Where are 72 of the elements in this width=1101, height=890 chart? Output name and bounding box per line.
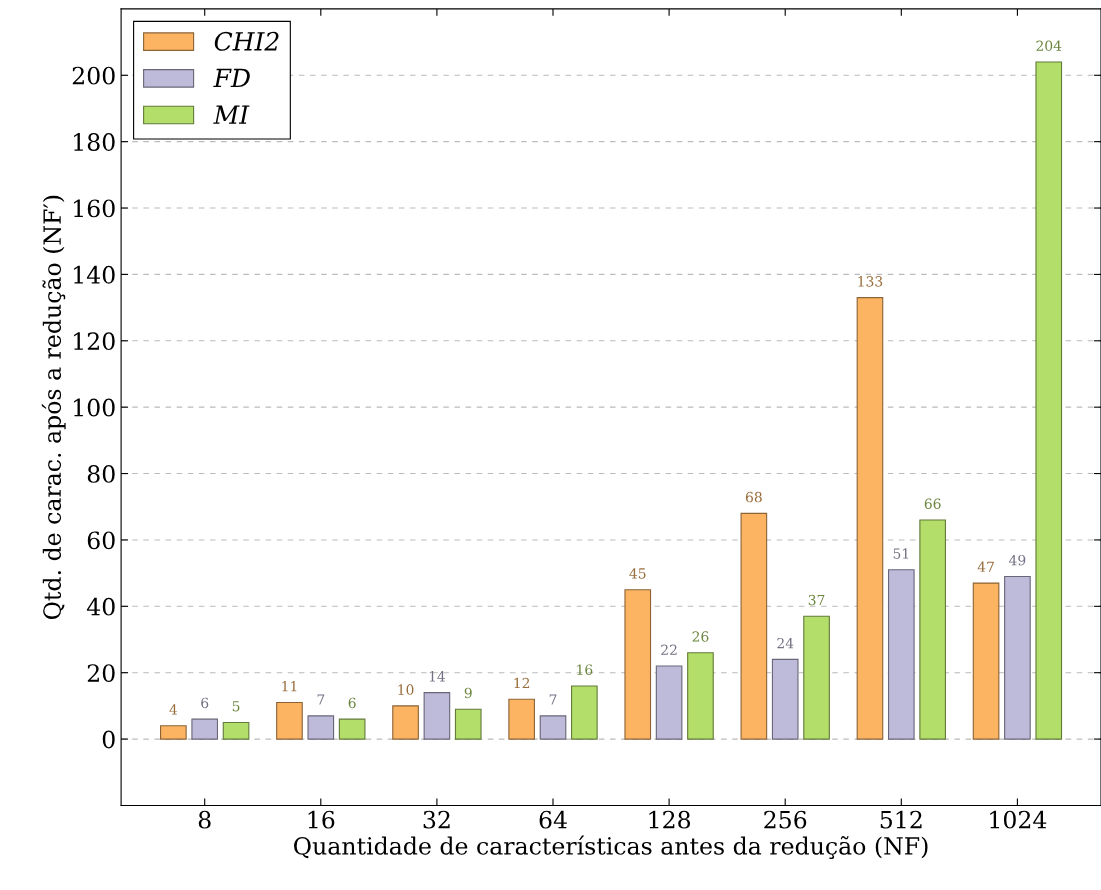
- data-label: 14: [429, 671, 446, 682]
- data-label: 12: [514, 677, 530, 689]
- bar: [1004, 575, 1031, 740]
- bar: [856, 297, 884, 740]
- bar: [972, 582, 1000, 740]
- bar: [655, 665, 683, 740]
- data-label: 16: [577, 664, 593, 675]
- y-tick-label: 120: [74, 332, 115, 351]
- bar: [191, 718, 219, 740]
- bar: [392, 705, 419, 740]
- bar: [222, 721, 250, 740]
- x-tick-label: 512: [880, 810, 922, 829]
- data-label: 51: [893, 548, 909, 559]
- legend-label: FD: [213, 68, 250, 88]
- data-label: 9: [464, 687, 472, 699]
- legend-label: MI: [213, 105, 250, 124]
- x-tick-label: 128: [649, 810, 691, 829]
- bar: [571, 685, 598, 740]
- bar: [508, 698, 535, 740]
- bar: [803, 615, 830, 740]
- data-label: 133: [858, 276, 883, 287]
- y-tick-label: 80: [87, 465, 115, 483]
- bar: [454, 708, 482, 740]
- bar: [160, 725, 187, 740]
- y-tick-label: 180: [74, 133, 115, 151]
- data-label: 6: [201, 697, 209, 709]
- y-tick-label: 20: [87, 664, 115, 682]
- x-tick-label: 256: [764, 810, 807, 829]
- data-label: 22: [661, 644, 677, 655]
- bar: [276, 702, 303, 740]
- x-tick-label: 64: [539, 810, 567, 829]
- bar: [687, 652, 714, 740]
- y-tick-label: 140: [74, 265, 115, 284]
- data-label: 68: [745, 491, 762, 503]
- data-label: 49: [1009, 554, 1026, 566]
- legend-label: CHI2: [214, 31, 279, 51]
- x-tick-label: 1024: [990, 810, 1047, 829]
- y-axis-title: Qtd. de carac. após a redução (NF′): [41, 195, 66, 620]
- data-label: 26: [692, 631, 709, 642]
- bar: [307, 715, 335, 740]
- data-label: 6: [348, 697, 356, 709]
- y-tick-label: 60: [87, 531, 115, 550]
- data-label: 10: [398, 684, 414, 695]
- bar: [539, 715, 567, 740]
- data-label: 7: [549, 694, 557, 705]
- data-label: 45: [629, 568, 646, 579]
- y-tick-label: 100: [74, 398, 115, 417]
- data-label: 24: [777, 637, 794, 649]
- y-tick-label: 0: [102, 730, 115, 749]
- y-tick-label: 200: [72, 66, 115, 85]
- bar: [1035, 61, 1063, 740]
- data-label: 66: [924, 498, 941, 509]
- y-tick-label: 40: [86, 597, 115, 616]
- bar: [338, 718, 366, 740]
- x-tick-label: 8: [198, 810, 211, 829]
- bar: [624, 589, 652, 740]
- y-tick-label: 160: [74, 199, 115, 218]
- x-tick-label: 16: [308, 810, 335, 829]
- data-label: 7: [317, 694, 325, 705]
- bar: [423, 692, 451, 740]
- data-label: 47: [977, 561, 994, 572]
- x-axis-title: Quantidade de características antes da redução (NF): [294, 835, 928, 860]
- data-label: 11: [282, 681, 297, 692]
- bar: [887, 569, 915, 740]
- data-label: 5: [232, 701, 240, 712]
- data-label: 37: [808, 594, 825, 606]
- bar: [771, 658, 799, 740]
- x-tick-label: 32: [423, 810, 450, 829]
- data-label: 204: [1036, 40, 1062, 51]
- data-label: 4: [169, 704, 178, 715]
- bar: [740, 512, 768, 740]
- bar: [919, 519, 946, 740]
